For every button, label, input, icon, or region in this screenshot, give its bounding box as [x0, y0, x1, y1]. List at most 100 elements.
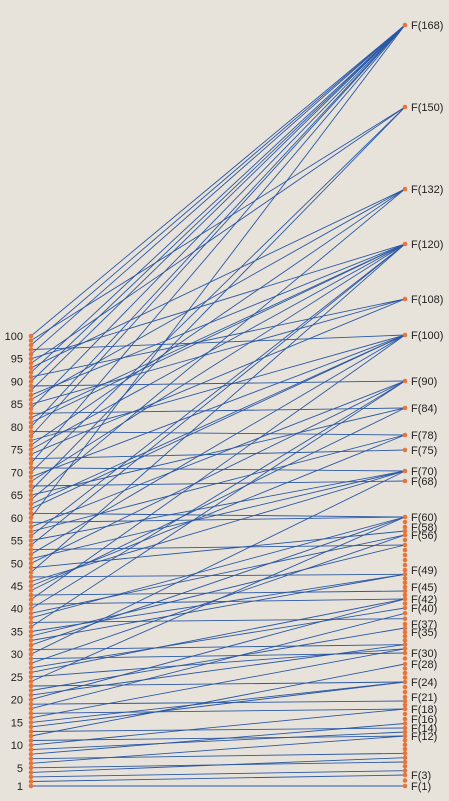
- right-label-f1: F(1): [411, 781, 431, 793]
- left-node-5: [28, 765, 34, 771]
- right-node-51: [402, 557, 408, 563]
- right-label-f35: F(35): [411, 627, 437, 639]
- right-node-42: [402, 596, 408, 602]
- left-axis-label-50: 50: [11, 558, 23, 570]
- left-node-100: [28, 333, 34, 339]
- right-node-13: [402, 729, 408, 735]
- left-node-48: [28, 570, 34, 575]
- left-axis-label-5: 5: [17, 763, 23, 775]
- left-node-46: [28, 579, 34, 584]
- mapping-line-38: [30, 516, 406, 619]
- left-node-16: [28, 715, 34, 721]
- right-node-27: [402, 666, 408, 671]
- mapping-line-82: [30, 243, 406, 419]
- right-node-25: [402, 675, 408, 680]
- mapping-line-86: [30, 188, 406, 400]
- left-node-72: [28, 461, 34, 466]
- left-node-21: [28, 692, 34, 698]
- left-node-10: [28, 742, 34, 748]
- mapping-line-54: [30, 243, 406, 546]
- left-axis-label-30: 30: [11, 649, 23, 661]
- right-node-150: [402, 104, 408, 110]
- right-node-41: [402, 601, 408, 606]
- left-node-85: [28, 401, 34, 407]
- left-node-58: [28, 524, 34, 530]
- mapping-line-6: [30, 735, 406, 764]
- right-node-60: [402, 514, 408, 520]
- left-node-79: [28, 429, 34, 434]
- mapping-line-62: [30, 334, 406, 510]
- left-node-20: [28, 697, 34, 702]
- mapping-line-95: [30, 243, 406, 360]
- left-node-25: [28, 674, 34, 680]
- left-node-52: [28, 551, 34, 557]
- mapping-line-81: [30, 243, 406, 423]
- right-label-f60: F(60): [411, 512, 437, 524]
- right-node-56: [402, 532, 408, 538]
- mapping-line-56: [30, 243, 406, 537]
- left-node-57: [28, 529, 34, 534]
- left-node-29: [28, 656, 34, 661]
- left-axis-label-85: 85: [11, 399, 23, 411]
- right-label-f84: F(84): [411, 403, 437, 415]
- right-node-53: [402, 547, 408, 553]
- mapping-line-69: [30, 334, 406, 478]
- right-node-19: [402, 702, 408, 708]
- mapping-line-68: [30, 243, 406, 482]
- right-node-168: [402, 22, 408, 28]
- left-node-56: [28, 533, 34, 539]
- right-node-14: [402, 725, 408, 731]
- mapping-line-49: [30, 530, 406, 569]
- right-label-f3: F(3): [411, 770, 431, 782]
- right-node-2: [402, 778, 408, 783]
- left-axis-label-60: 60: [11, 513, 23, 525]
- right-label-f24: F(24): [411, 677, 437, 689]
- mapping-line-11: [30, 735, 406, 741]
- mapping-line-33: [30, 573, 406, 641]
- right-node-35: [402, 629, 408, 635]
- mapping-line-47: [30, 573, 406, 578]
- right-node-20: [402, 698, 408, 704]
- left-axis-label-90: 90: [11, 377, 23, 389]
- right-node-38: [402, 616, 408, 621]
- mapping-line-61: [30, 512, 406, 518]
- left-node-42: [28, 597, 34, 602]
- left-node-23: [28, 683, 34, 689]
- mapping-line-97: [30, 334, 406, 351]
- right-node-labels: F(1)F(3) F(12)F(14)F(16)F(18)F(21) F(24) F(…: [411, 20, 443, 793]
- right-node-11: [402, 738, 408, 743]
- right-label-f56: F(56): [411, 530, 437, 542]
- left-node-55: [28, 538, 34, 543]
- mapping-line-99: [30, 106, 406, 341]
- right-node-120: [402, 241, 408, 247]
- right-node-54: [402, 542, 408, 548]
- mapping-line-50: [30, 380, 406, 564]
- mapping-line-73: [30, 449, 406, 460]
- right-node-15: [402, 721, 408, 726]
- left-node-18: [28, 706, 34, 711]
- left-axis-label-70: 70: [11, 467, 23, 479]
- right-node-52: [402, 552, 408, 558]
- left-node-4: [28, 770, 34, 775]
- left-node-77: [28, 438, 34, 443]
- right-label-f150: F(150): [411, 102, 443, 114]
- left-axis-label-25: 25: [11, 672, 23, 684]
- right-label-f40: F(40): [411, 603, 437, 615]
- mapping-line-94: [30, 106, 406, 364]
- left-axis-label-10: 10: [11, 740, 23, 752]
- right-label-f132: F(132): [411, 184, 443, 196]
- left-node-84: [28, 406, 34, 412]
- right-node-84: [402, 405, 408, 411]
- mapping-line-100: [30, 24, 406, 337]
- left-node-60: [28, 515, 34, 521]
- left-node-61: [28, 511, 34, 516]
- left-axis-label-95: 95: [11, 354, 23, 366]
- right-node-90: [402, 378, 408, 384]
- mapping-line-43: [30, 590, 406, 596]
- mapping-line-19: [30, 700, 406, 705]
- left-axis-label-80: 80: [11, 422, 23, 434]
- left-node-78: [28, 433, 34, 439]
- left-axis-label-75: 75: [11, 445, 23, 457]
- left-node-83: [28, 411, 34, 416]
- mapping-line-2: [30, 774, 406, 782]
